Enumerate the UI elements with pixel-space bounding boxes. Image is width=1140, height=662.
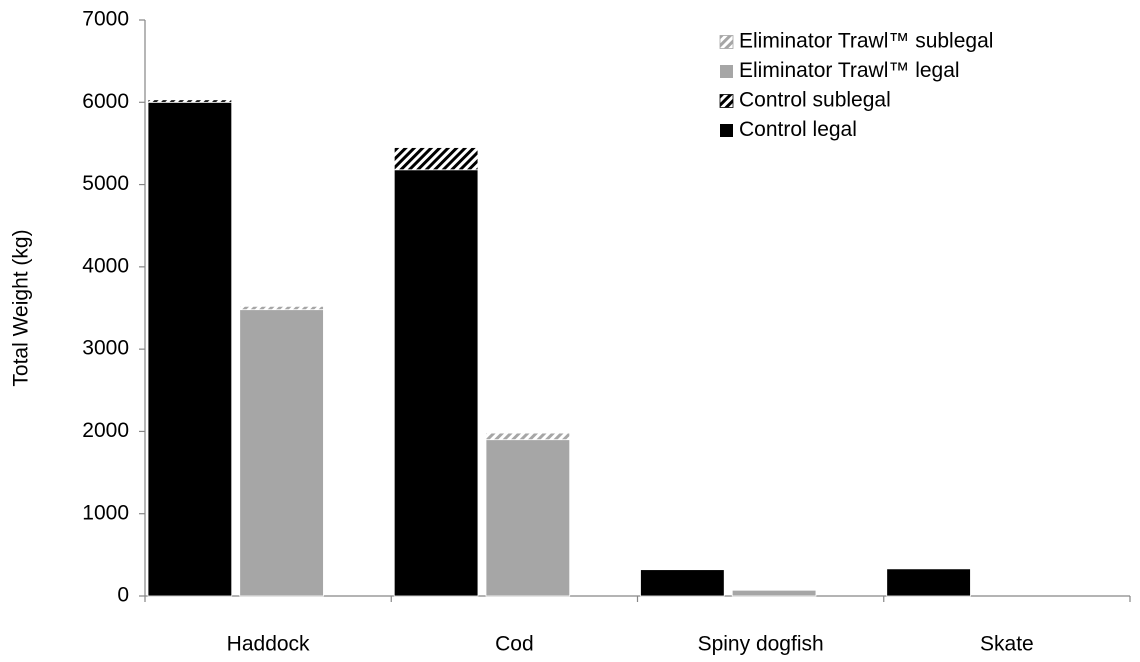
bar-segment: [731, 589, 817, 597]
bar-segment: [485, 439, 571, 597]
y-tick-label: 3000: [82, 337, 129, 360]
legend-label: Control legal: [739, 118, 857, 141]
bar-segment: [886, 568, 971, 597]
y-tick-label: 4000: [82, 254, 129, 277]
bar-segment: [147, 101, 233, 597]
legend-swatch: [720, 124, 733, 137]
bar-segment: [485, 432, 571, 441]
legend-label: Control sublegal: [739, 89, 891, 112]
y-axis-label: Total Weight (kg): [10, 229, 33, 386]
legend-label: Eliminator Trawl™ sublegal: [739, 30, 993, 53]
bar-segment: [239, 309, 324, 597]
x-tick-label: Haddock: [227, 633, 310, 656]
x-tick-label: Skate: [980, 633, 1034, 656]
bar-segment: [239, 305, 324, 311]
y-tick-label: 1000: [82, 501, 129, 524]
legend-swatch: [720, 65, 733, 78]
y-tick-label: 6000: [82, 90, 129, 113]
legend: Eliminator Trawl™ sublegal Eliminator Tra…: [719, 30, 993, 141]
x-tick-label: Spiny dogfish: [698, 633, 824, 656]
bar-segment: [393, 169, 479, 597]
legend-label: Eliminator Trawl™ legal: [739, 59, 960, 82]
x-tick-label: Cod: [495, 633, 534, 656]
y-tick-label: 5000: [82, 172, 129, 195]
y-tick-label: 0: [117, 584, 129, 607]
legend-swatch: [719, 94, 734, 108]
legend-swatch: [719, 35, 734, 49]
y-tick-label: 2000: [82, 419, 129, 442]
bar-segment: [393, 147, 479, 171]
bar-segment: [640, 569, 725, 597]
bar-segment: [147, 99, 233, 103]
y-tick-label: 7000: [82, 8, 129, 31]
